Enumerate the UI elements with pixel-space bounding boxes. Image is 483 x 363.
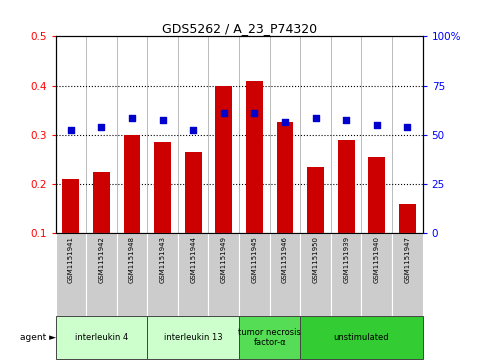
Point [98, 125, 105, 130]
Point [373, 122, 381, 128]
Text: GSM1151942: GSM1151942 [99, 236, 104, 283]
Bar [399, 204, 416, 233]
Point [128, 115, 136, 121]
Bar [300, 233, 331, 316]
Bar [369, 157, 385, 233]
Text: GSM1151945: GSM1151945 [251, 236, 257, 283]
Bar [361, 233, 392, 316]
Point [312, 115, 319, 121]
Point [189, 127, 197, 133]
Bar [178, 233, 209, 316]
Bar [239, 316, 300, 359]
Bar [277, 122, 293, 233]
Text: interleukin 13: interleukin 13 [164, 333, 223, 342]
Bar [307, 167, 324, 233]
Point [342, 117, 350, 123]
Bar [392, 233, 423, 316]
Bar [209, 233, 239, 316]
Bar [239, 233, 270, 316]
Text: tumor necrosis
factor-α: tumor necrosis factor-α [238, 328, 301, 347]
Point [251, 110, 258, 115]
Bar [93, 172, 110, 233]
Text: GSM1151946: GSM1151946 [282, 236, 288, 283]
Text: GSM1151948: GSM1151948 [129, 236, 135, 283]
Bar [270, 233, 300, 316]
Point [159, 117, 167, 123]
Bar [62, 179, 79, 233]
Bar [86, 233, 117, 316]
Title: GDS5262 / A_23_P74320: GDS5262 / A_23_P74320 [161, 22, 317, 35]
Text: GSM1151941: GSM1151941 [68, 236, 74, 283]
Text: GSM1151950: GSM1151950 [313, 236, 319, 283]
Text: agent ►: agent ► [19, 333, 56, 342]
Text: GSM1151947: GSM1151947 [404, 236, 411, 283]
Point [220, 110, 227, 115]
Bar [117, 233, 147, 316]
Text: GSM1151949: GSM1151949 [221, 236, 227, 283]
Text: GSM1151940: GSM1151940 [374, 236, 380, 283]
Text: interleukin 4: interleukin 4 [75, 333, 128, 342]
Point [403, 125, 411, 130]
Bar [300, 316, 423, 359]
Bar [147, 316, 239, 359]
Bar [147, 233, 178, 316]
Text: GSM1151943: GSM1151943 [159, 236, 166, 283]
Bar [338, 140, 355, 233]
Text: unstimulated: unstimulated [334, 333, 389, 342]
Point [67, 127, 75, 133]
Bar [56, 233, 86, 316]
Bar [185, 152, 201, 233]
Text: GSM1151939: GSM1151939 [343, 236, 349, 283]
Bar [246, 81, 263, 233]
Bar [215, 86, 232, 233]
Bar [124, 135, 141, 233]
Bar [56, 316, 147, 359]
Text: GSM1151944: GSM1151944 [190, 236, 196, 283]
Bar [331, 233, 361, 316]
Bar [154, 142, 171, 233]
Point [281, 119, 289, 125]
